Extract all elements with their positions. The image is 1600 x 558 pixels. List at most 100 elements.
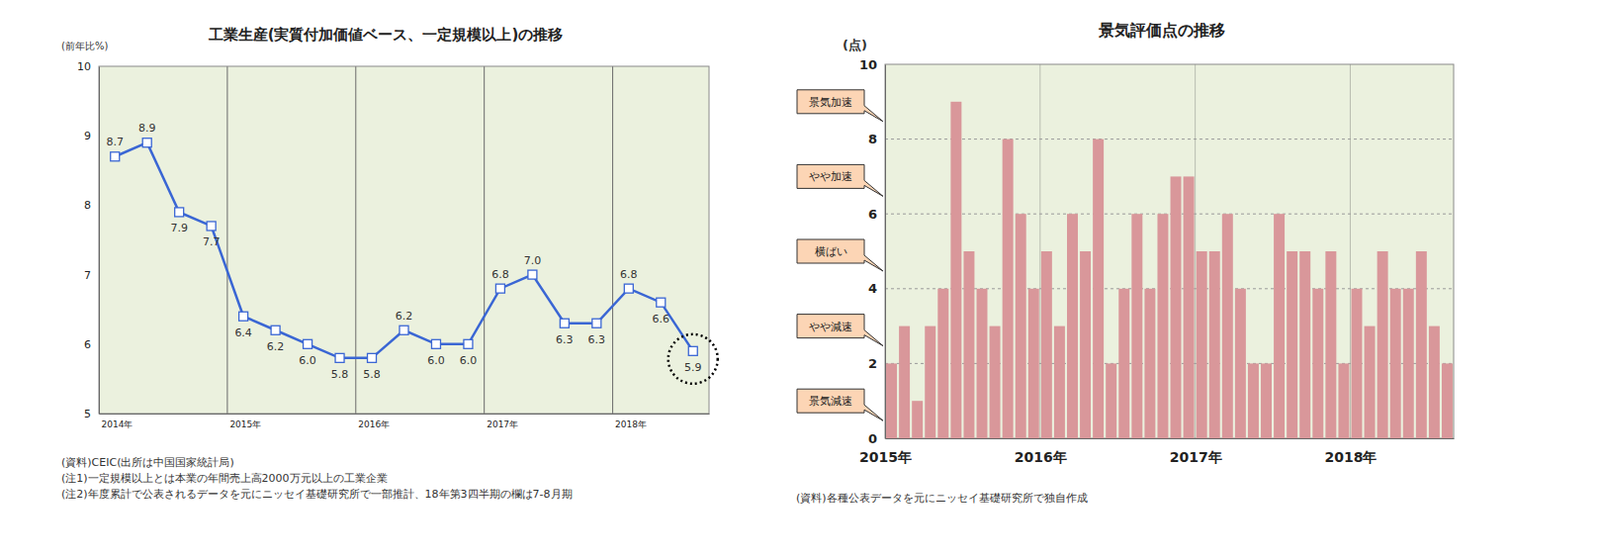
y-tick-label: 8 — [868, 131, 878, 147]
bar — [1222, 213, 1234, 439]
y-tick-label: 9 — [84, 129, 91, 143]
data-label: 6.4 — [234, 326, 253, 340]
bar — [937, 288, 949, 439]
data-label: 6.3 — [555, 333, 574, 347]
marker — [495, 283, 505, 293]
marker — [688, 346, 698, 356]
data-label: 6.3 — [588, 333, 607, 347]
bar — [1351, 288, 1363, 439]
data-label: 6.2 — [395, 309, 414, 323]
x-tick: 2014年 — [99, 413, 134, 430]
bar — [1183, 176, 1195, 439]
notes: (資料)各種公表データを元にニッセイ基礎研究所で独自作成 — [796, 491, 1088, 505]
y-tick-label: 0 — [868, 431, 878, 446]
plot-background — [98, 66, 710, 414]
bar — [1118, 288, 1130, 439]
y-tick: 8 — [868, 131, 886, 147]
x-tick: 2017年 — [484, 413, 519, 430]
bar — [886, 362, 897, 439]
marker — [431, 339, 441, 349]
marker — [463, 339, 473, 349]
bar — [898, 326, 910, 439]
chart-bar: 景気評価点の推移(点)02468102015年2016年2017年2018年景気… — [796, 20, 1455, 505]
y-tick: 10 — [859, 57, 886, 73]
y-tick-label: 10 — [77, 60, 91, 74]
note: (資料)CEIC(出所は中国国家統計局) — [61, 455, 235, 469]
grid-line-y — [885, 213, 1454, 215]
data-label: 6.8 — [620, 267, 638, 281]
marker — [623, 283, 633, 293]
annotation-box — [797, 164, 884, 196]
annotation-box — [797, 89, 884, 122]
data-label: 5.8 — [362, 367, 381, 381]
marker — [303, 339, 313, 349]
x-tick-label: 2016年 — [1014, 448, 1067, 465]
data-label: 8.9 — [138, 121, 157, 135]
y-tick: 7 — [84, 268, 99, 282]
bar — [1105, 362, 1117, 439]
grid-line-y — [885, 138, 1454, 140]
y-tick-label: 6 — [868, 206, 878, 222]
bar — [1377, 251, 1389, 439]
marker — [239, 311, 249, 321]
y-tick-label: 5 — [84, 407, 91, 421]
annotations: 景気加速やや加速横ばいやや減速景気減速 — [797, 89, 884, 421]
marks — [886, 101, 1453, 439]
bar — [1079, 251, 1091, 439]
grid-line-x — [1039, 64, 1041, 439]
bar — [1170, 176, 1182, 439]
data-label: 7.0 — [524, 254, 542, 267]
bar — [1066, 213, 1078, 439]
x-tick: 2016年 — [1014, 438, 1067, 465]
bar — [1235, 288, 1246, 439]
annotation-box — [797, 314, 884, 347]
x-tick: 2018年 — [1324, 438, 1377, 465]
bar — [989, 326, 1001, 439]
marker — [528, 269, 537, 279]
y-axis-line — [98, 67, 100, 415]
grid-line-x — [355, 66, 356, 414]
bar — [1441, 362, 1453, 439]
bar — [1196, 251, 1208, 439]
y-tick: 8 — [84, 198, 99, 212]
x-tick: 2015年 — [859, 438, 912, 465]
bar — [1092, 139, 1104, 439]
y-axis-label: (前年比%) — [61, 40, 108, 52]
bar — [1041, 251, 1053, 439]
chart-title: 工業生産(実質付加価値ベース、一定規模以上)の推移 — [207, 25, 564, 44]
x-tick-label: 2015年 — [229, 419, 262, 430]
y-tick: 6 — [84, 338, 99, 352]
chart-canvas: 工業生産(実質付加価値ベース、一定規模以上)の推移 (前年比%) 5 6 7 8 9 10 20… — [0, 0, 1600, 558]
bar — [1364, 326, 1376, 439]
annotation-label: 横ばい — [814, 245, 848, 259]
bar — [924, 326, 936, 439]
bar — [1312, 288, 1324, 439]
note: (注2)年度累計で公表されるデータを元にニッセイ基礎研究所で一部推計、18年第3… — [61, 487, 573, 501]
note: (資料)各種公表データを元にニッセイ基礎研究所で独自作成 — [796, 491, 1088, 505]
data-label: 6.2 — [266, 340, 285, 354]
data-label: 5.9 — [684, 360, 703, 374]
annotation-box — [797, 239, 884, 271]
bar — [1131, 213, 1143, 439]
x-tick: 2018年 — [613, 413, 647, 430]
marker — [175, 207, 184, 217]
data-label: 7.7 — [202, 235, 221, 249]
line-series — [114, 142, 694, 358]
y-tick: 5 — [84, 407, 99, 421]
x-tick-label: 2016年 — [357, 419, 390, 430]
bar — [1337, 362, 1349, 439]
marker — [656, 297, 666, 307]
y-axis: 5 6 7 8 9 10 — [77, 60, 100, 421]
data-label: 6.0 — [459, 354, 478, 367]
marker — [367, 353, 377, 362]
bar — [1156, 213, 1168, 439]
grid-line-x — [226, 66, 228, 414]
data-label: 7.9 — [170, 221, 188, 235]
bar — [1002, 139, 1014, 439]
x-tick-label: 2015年 — [859, 448, 912, 465]
plot-frame — [98, 66, 710, 414]
bar — [1054, 326, 1066, 439]
bar — [1286, 251, 1298, 439]
annotation-label: 景気減速 — [808, 394, 853, 408]
bar — [1209, 251, 1221, 439]
